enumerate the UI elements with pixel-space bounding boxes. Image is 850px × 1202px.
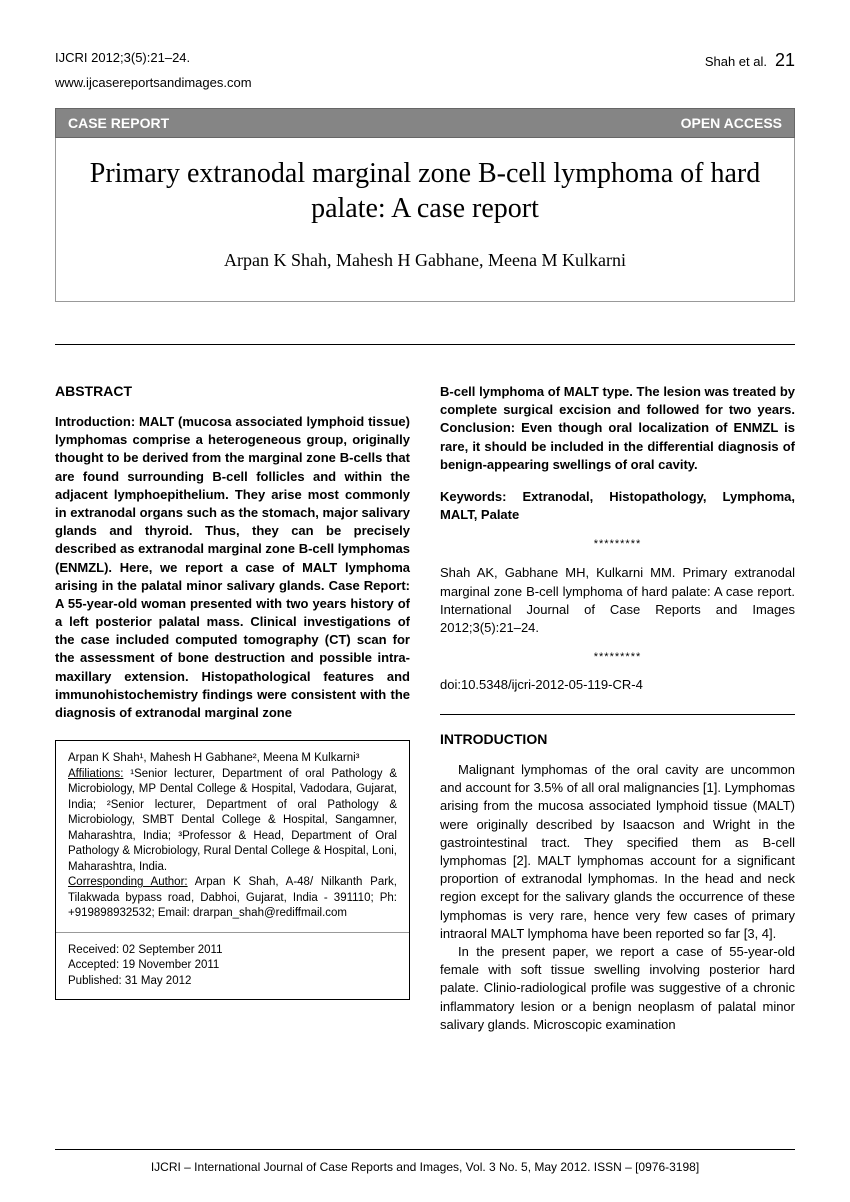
right-column: B-cell lymphoma of MALT type. The lesion… xyxy=(440,383,795,1034)
published-date: Published: 31 May 2012 xyxy=(68,974,397,990)
footer-text: IJCRI – International Journal of Case Re… xyxy=(55,1160,795,1174)
intro-para-2: In the present paper, we report a case o… xyxy=(440,943,795,1034)
citation-full: Shah AK, Gabhane MH, Kulkarni MM. Primar… xyxy=(440,564,795,637)
left-column: ABSTRACT Introduction: MALT (mucosa asso… xyxy=(55,383,410,1034)
intro-para-1: Malignant lymphomas of the oral cavity a… xyxy=(440,761,795,943)
affil-text: ¹Senior lecturer, Department of oral Pat… xyxy=(68,768,397,873)
title-box: Primary extranodal marginal zone B-cell … xyxy=(55,138,795,302)
header-citation: IJCRI 2012;3(5):21–24. xyxy=(55,50,190,71)
article-authors: Arpan K Shah, Mahesh H Gabhane, Meena M … xyxy=(86,250,764,271)
header-website: www.ijcasereportsandimages.com xyxy=(55,75,795,90)
abstract-text-left: Introduction: MALT (mucosa associated ly… xyxy=(55,413,410,722)
separator: ********* xyxy=(440,651,795,663)
affiliations-box: Arpan K Shah¹, Mahesh H Gabhane², Meena … xyxy=(55,740,410,1000)
introduction-heading: INTRODUCTION xyxy=(440,731,795,747)
doi: doi:10.5348/ijcri-2012-05-119-CR-4 xyxy=(440,677,795,692)
corresponding-label: Corresponding Author: xyxy=(68,876,188,888)
intro-divider xyxy=(440,714,795,715)
separator: ********* xyxy=(440,538,795,550)
article-type-banner: CASE REPORT OPEN ACCESS xyxy=(55,108,795,138)
keywords-label: Keywords: xyxy=(440,489,506,504)
banner-right: OPEN ACCESS xyxy=(681,115,782,131)
abstract-heading: ABSTRACT xyxy=(55,383,410,399)
keywords: Keywords: Extranodal, Histopathology, Ly… xyxy=(440,488,795,524)
divider xyxy=(55,344,795,345)
page-footer: IJCRI – International Journal of Case Re… xyxy=(55,1149,795,1174)
affil-authors: Arpan K Shah¹, Mahesh H Gabhane², Meena … xyxy=(68,751,397,767)
affil-label: Affiliations: xyxy=(68,768,123,780)
abstract-text-right: B-cell lymphoma of MALT type. The lesion… xyxy=(440,383,795,474)
page-number: 21 xyxy=(775,50,795,71)
article-title: Primary extranodal marginal zone B-cell … xyxy=(86,156,764,226)
banner-left: CASE REPORT xyxy=(68,115,169,131)
received-date: Received: 02 September 2011 xyxy=(68,943,397,959)
accepted-date: Accepted: 19 November 2011 xyxy=(68,958,397,974)
header-author: Shah et al. xyxy=(705,54,767,69)
